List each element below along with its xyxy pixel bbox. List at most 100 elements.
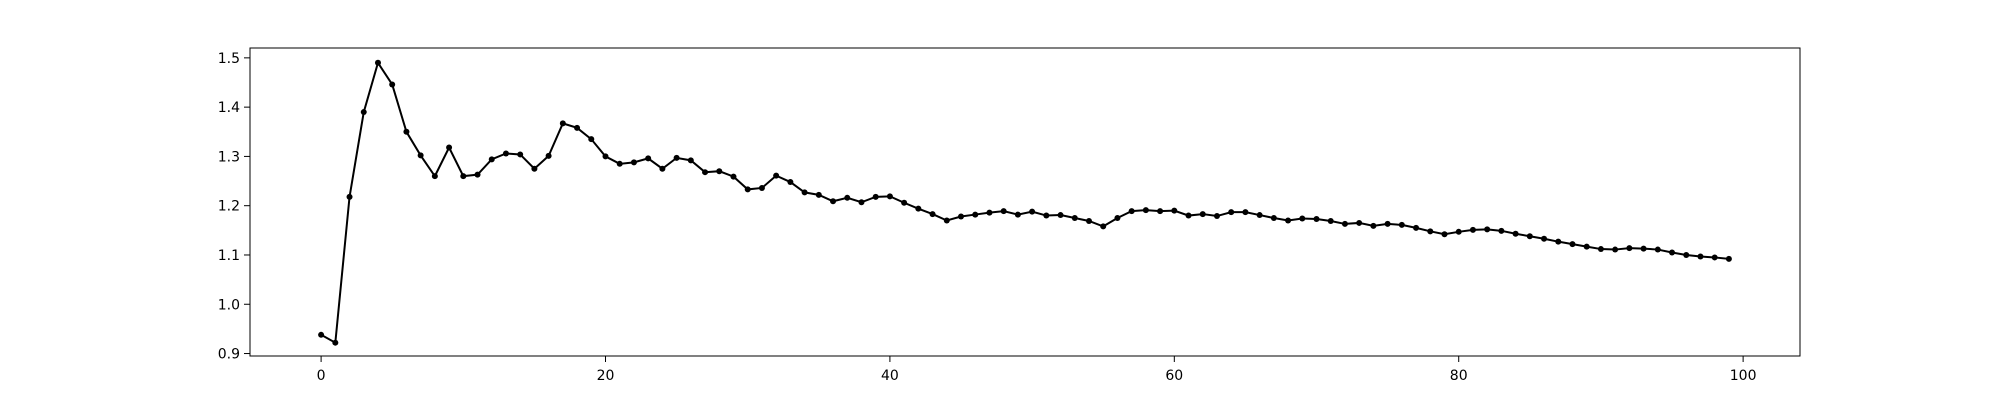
data-point [702, 169, 709, 176]
data-point [1427, 228, 1434, 235]
data-point [1711, 254, 1718, 261]
data-point [1085, 217, 1092, 224]
data-point [1171, 207, 1178, 214]
data-point [588, 136, 595, 143]
data-point [1213, 213, 1220, 220]
data-point [659, 165, 666, 172]
data-point [1512, 230, 1519, 237]
data-point [943, 217, 950, 224]
data-point [1270, 215, 1277, 222]
data-point [972, 211, 979, 218]
data-point [1541, 235, 1548, 242]
data-point [1683, 251, 1690, 258]
data-point [958, 213, 965, 220]
data-point [758, 184, 765, 191]
data-point [1654, 246, 1661, 253]
y-tick-label: 1.2 [218, 199, 240, 215]
x-tick-label: 100 [1730, 368, 1757, 384]
data-point [1640, 245, 1647, 252]
data-point [1583, 243, 1590, 250]
data-point [488, 156, 495, 163]
data-point [1356, 219, 1363, 226]
data-point [844, 194, 851, 201]
data-point [773, 172, 780, 179]
data-point [815, 191, 822, 198]
y-tick-label: 1.1 [218, 248, 240, 264]
x-axis: 0 20 40 60 80 100 [317, 356, 1757, 384]
data-point [858, 199, 865, 206]
data-point [1242, 209, 1249, 216]
data-point [1057, 212, 1064, 219]
data-point [1299, 215, 1306, 222]
data-point [1000, 208, 1007, 215]
data-point [645, 155, 652, 162]
data-point [986, 209, 993, 216]
data-point [801, 189, 808, 196]
y-tick-label: 1.0 [218, 297, 240, 313]
data-point [460, 173, 467, 180]
data-point [1626, 245, 1633, 252]
data-point [1597, 246, 1604, 253]
data-point [1498, 227, 1505, 234]
data-point [730, 173, 737, 180]
data-point [1128, 208, 1135, 215]
y-tick-label: 0.9 [218, 347, 240, 363]
data-point [446, 144, 453, 151]
data-point [687, 157, 694, 164]
data-point [1327, 217, 1334, 224]
x-tick-label: 0 [317, 368, 326, 384]
data-point [1256, 212, 1263, 219]
data-point [1185, 212, 1192, 219]
data-point [1341, 220, 1348, 227]
data-point [389, 81, 396, 88]
data-point [1469, 226, 1476, 233]
data-point [502, 150, 509, 157]
y-axis: 0.9 1.0 1.1 1.2 1.3 1.4 1.5 [218, 51, 250, 363]
data-point [787, 179, 794, 186]
data-point [1569, 241, 1576, 248]
data-point [1413, 224, 1420, 231]
data-point [574, 124, 581, 131]
data-point [545, 152, 552, 159]
data-point [1043, 212, 1050, 219]
data-point [1100, 223, 1107, 230]
data-point [318, 331, 325, 338]
x-tick-label: 40 [881, 368, 899, 384]
data-point [1228, 209, 1235, 216]
x-tick-label: 60 [1165, 368, 1183, 384]
data-point [1029, 208, 1036, 215]
data-point [1725, 255, 1732, 262]
data-point [1398, 221, 1405, 228]
data-point [360, 109, 367, 116]
data-point [716, 168, 723, 175]
data-point [1313, 216, 1320, 222]
data-point [872, 193, 879, 200]
data-point [744, 186, 751, 193]
data-point [915, 205, 922, 212]
y-tick-label: 1.3 [218, 149, 240, 165]
plot-background [250, 48, 1800, 356]
data-point [1555, 238, 1562, 245]
data-point [630, 159, 637, 166]
data-point [1441, 231, 1448, 238]
series-line [320, 60, 1730, 345]
y-tick-label: 1.4 [218, 100, 240, 116]
data-point [1669, 249, 1676, 256]
data-point [517, 151, 524, 158]
data-point [673, 154, 680, 161]
data-point [374, 59, 381, 66]
data-point [1612, 246, 1619, 253]
data-point [1142, 207, 1149, 214]
x-tick-label: 80 [1450, 368, 1468, 384]
x-tick-label: 20 [597, 368, 615, 384]
data-point [559, 120, 566, 127]
data-point [929, 211, 936, 218]
data-point [431, 173, 438, 180]
data-point [1484, 226, 1491, 233]
y-tick-label: 1.5 [218, 51, 240, 67]
data-point [1384, 220, 1391, 227]
data-point [1157, 208, 1164, 215]
data-point [886, 193, 893, 200]
data-point [602, 153, 609, 160]
